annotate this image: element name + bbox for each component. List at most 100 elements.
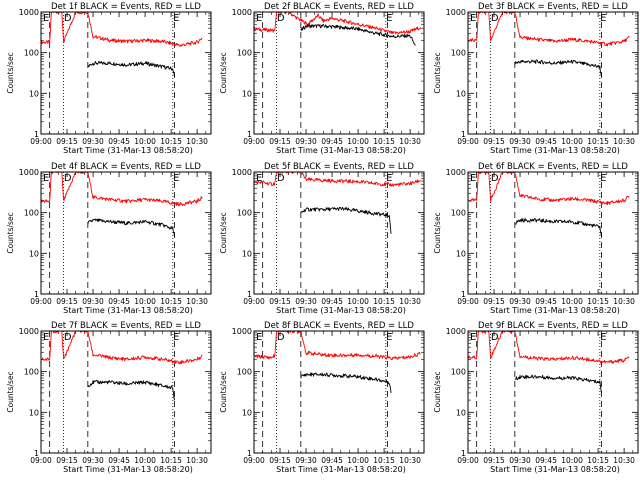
x-tick-label: 09:30: [509, 456, 531, 465]
y-tick-label: 1000: [232, 168, 252, 177]
interval-marker-e: E: [256, 332, 262, 343]
y-tick-label: 10: [242, 408, 252, 417]
x-tick-label: 09:00: [457, 297, 479, 306]
x-tick-label: 09:45: [321, 297, 343, 306]
x-tick-label: 09:00: [30, 137, 52, 146]
x-tick-label: 10:30: [186, 297, 208, 306]
x-tick-label: 09:30: [295, 297, 317, 306]
interval-marker-d: D: [64, 332, 72, 343]
x-tick-label: 09:30: [509, 297, 531, 306]
x-tick-label: 09:45: [321, 456, 343, 465]
chart-title: Det 5f BLACK = Events, RED = LLD: [264, 162, 414, 172]
y-axis-label: Counts/sec: [6, 52, 15, 93]
plot-frame: [467, 330, 639, 454]
events-series-line: [300, 24, 416, 46]
x-tick-label: 10:00: [347, 137, 369, 146]
x-tick-label: 09:30: [295, 137, 317, 146]
y-tick-label: 100: [237, 209, 252, 218]
x-axis-label: Start Time (31-Mar-13 08:58:20): [490, 306, 620, 315]
x-tick-label: 09:00: [243, 137, 265, 146]
x-tick-label: 10:30: [186, 137, 208, 146]
lld-series-line: [41, 12, 203, 47]
y-tick-label: 1000: [446, 168, 466, 177]
y-tick-label: 10: [29, 89, 39, 98]
y-tick-label: 10: [456, 89, 466, 98]
x-tick-label: 09:00: [457, 456, 479, 465]
y-tick-label: 1: [34, 290, 39, 299]
interval-marker-e: E: [173, 332, 179, 343]
x-tick-label: 09:15: [483, 456, 505, 465]
y-tick-label: 1: [247, 130, 252, 139]
interval-marker-d: D: [277, 13, 285, 24]
plot-frame: [253, 11, 425, 135]
y-tick-label: 1000: [446, 8, 466, 17]
x-tick-label: 09:45: [108, 456, 130, 465]
lld-series-line: [41, 172, 203, 207]
chart-title: Det 4f BLACK = Events, RED = LLD: [51, 162, 201, 172]
x-tick-label: 09:45: [535, 456, 557, 465]
x-tick-label: 10:15: [160, 456, 182, 465]
interval-marker-d: D: [64, 173, 72, 184]
chart-panel-1: Det 1f BLACK = Events, RED = LLD Counts/s…: [6, 2, 212, 155]
interval-marker-e: E: [600, 173, 606, 184]
chart-panel-4: Det 4f BLACK = Events, RED = LLD Counts/s…: [6, 162, 212, 315]
x-tick-label: 09:30: [82, 297, 104, 306]
plot-area: [254, 12, 421, 134]
x-tick-label: 10:15: [373, 297, 395, 306]
y-tick-label: 100: [237, 368, 252, 377]
y-axis-label: Counts/sec: [6, 371, 15, 412]
interval-marker-e: E: [256, 173, 262, 184]
x-tick-label: 09:00: [457, 137, 479, 146]
chart-panel-6: Det 6f BLACK = Events, RED = LLD Counts/s…: [433, 162, 639, 315]
x-tick-label: 10:30: [186, 456, 208, 465]
interval-marker-e: E: [386, 173, 392, 184]
x-tick-label: 09:15: [269, 137, 291, 146]
y-tick-label: 100: [24, 368, 39, 377]
events-series-line: [514, 218, 603, 238]
plot-area: [468, 12, 630, 134]
lld-series-line: [254, 331, 421, 361]
events-series-line: [87, 379, 176, 401]
x-tick-label: 09:30: [82, 137, 104, 146]
y-tick-label: 1: [34, 130, 39, 139]
plot-area: [254, 172, 421, 294]
lld-series-line: [41, 331, 203, 365]
interval-marker-e: E: [600, 13, 606, 24]
x-tick-label: 09:15: [269, 297, 291, 306]
y-axis-label: Counts/sec: [219, 212, 228, 253]
x-axis-label: Start Time (31-Mar-13 08:58:20): [276, 465, 406, 474]
plot-area: [41, 12, 203, 134]
y-axis-label: Counts/sec: [433, 212, 442, 253]
x-tick-label: 09:15: [56, 137, 78, 146]
chart-panel-7: Det 7f BLACK = Events, RED = LLD Counts/s…: [6, 321, 212, 474]
plot-frame: [467, 171, 639, 295]
x-tick-label: 10:00: [347, 456, 369, 465]
x-tick-label: 10:00: [561, 456, 583, 465]
events-series-line: [514, 374, 603, 393]
interval-marker-d: D: [491, 13, 499, 24]
x-axis-label: Start Time (31-Mar-13 08:58:20): [276, 306, 406, 315]
events-series-line: [300, 372, 392, 393]
x-tick-label: 10:30: [399, 137, 421, 146]
x-tick-label: 09:15: [483, 137, 505, 146]
x-axis-label: Start Time (31-Mar-13 08:58:20): [63, 465, 193, 474]
interval-marker-e: E: [43, 13, 49, 24]
y-tick-label: 10: [242, 249, 252, 258]
chart-title: Det 6f BLACK = Events, RED = LLD: [478, 162, 628, 172]
x-tick-label: 10:15: [160, 137, 182, 146]
interval-marker-e: E: [600, 332, 606, 343]
chart-panel-9: Det 9f BLACK = Events, RED = LLD Counts/s…: [433, 321, 639, 474]
x-tick-label: 10:30: [613, 456, 635, 465]
x-axis-label: Start Time (31-Mar-13 08:58:20): [276, 146, 406, 155]
plot-frame: [253, 330, 425, 454]
interval-marker-e: E: [43, 332, 49, 343]
plot-area: [254, 331, 421, 453]
x-tick-label: 09:45: [535, 137, 557, 146]
chart-panel-2: Det 2f BLACK = Events, RED = LLD Counts/s…: [219, 2, 425, 155]
chart-panel-5: Det 5f BLACK = Events, RED = LLD Counts/s…: [219, 162, 425, 315]
y-tick-label: 100: [451, 368, 466, 377]
plot-frame: [40, 330, 212, 454]
chart-title: Det 7f BLACK = Events, RED = LLD: [51, 321, 201, 331]
chart-title: Det 2f BLACK = Events, RED = LLD: [264, 2, 414, 12]
